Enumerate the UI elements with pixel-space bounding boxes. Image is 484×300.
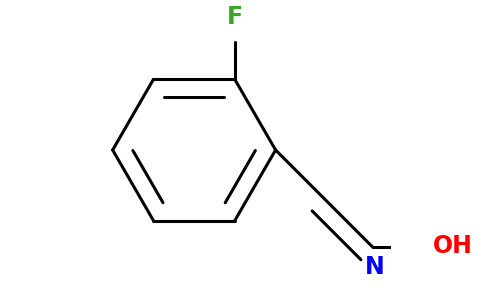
Text: N: N xyxy=(365,255,384,279)
Text: OH: OH xyxy=(433,234,472,258)
Text: F: F xyxy=(227,5,243,29)
